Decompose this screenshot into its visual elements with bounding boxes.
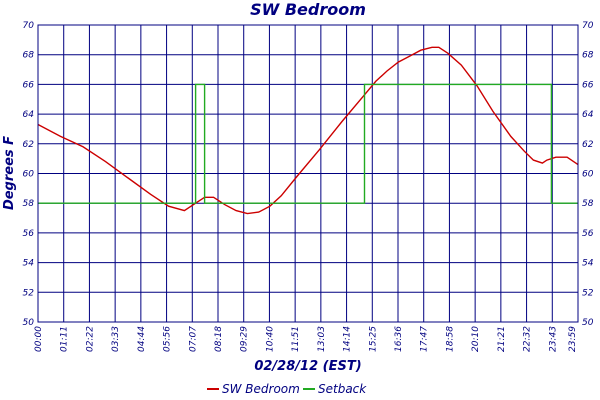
x-tick-label: 08:18: [214, 326, 224, 352]
x-tick-labels: 00:00 01:11 02:22 03:33 04:44 05:56 07:07 08:18…: [34, 326, 578, 352]
x-tick-label: 15:25: [368, 326, 378, 352]
y-tick-labels-left: 50 52 54 56 58 60 62 64 66 68 70: [23, 21, 35, 328]
y-tick-label-right: 56: [582, 229, 594, 239]
series-line-sw-bedroom: [37, 46, 579, 215]
x-tick-label: 20:10: [471, 326, 481, 352]
series-line-setback: [38, 83, 578, 204]
x-tick-label: 02:22: [85, 326, 95, 352]
legend-label: SW Bedroom: [222, 382, 300, 396]
x-tick-label: 01:11: [60, 326, 70, 352]
x-tick-label: 18:58: [445, 326, 455, 352]
y-tick-labels-right: 50 52 54 56 58 60 62 64 66 68 70: [582, 21, 594, 328]
grid: [38, 25, 578, 322]
legend: SW Bedroom Setback: [207, 382, 367, 396]
x-axis-title: 02/28/12 (EST): [254, 359, 361, 374]
y-tick-label-left: 60: [23, 170, 35, 180]
y-tick-label-right: 52: [582, 288, 594, 298]
y-tick-label-right: 50: [582, 318, 594, 328]
x-tick-label: 14:14: [343, 326, 353, 352]
x-tick-label: 07:07: [188, 326, 198, 352]
y-tick-label-left: 56: [23, 229, 35, 239]
x-tick-label: 23:43: [548, 326, 558, 352]
x-tick-label: 16:36: [394, 326, 404, 352]
chart-title: SW Bedroom: [250, 0, 366, 19]
y-tick-label-left: 54: [23, 259, 35, 269]
x-tick-label: 23:59: [568, 326, 578, 352]
y-tick-label-right: 54: [582, 259, 594, 269]
legend-label: Setback: [318, 382, 367, 396]
y-tick-label-left: 68: [23, 51, 35, 61]
series-layer: [37, 46, 579, 215]
y-tick-label-right: 60: [582, 170, 594, 180]
x-tick-label: 13:03: [317, 326, 327, 352]
x-tick-label: 11:51: [291, 326, 301, 352]
x-tick-label: 04:44: [137, 326, 147, 352]
x-tick-label: 03:33: [111, 326, 121, 352]
y-tick-label-left: 66: [23, 80, 35, 90]
x-tick-label: 22:32: [523, 326, 533, 352]
y-tick-label-left: 50: [23, 318, 35, 328]
y-axis-title: Degrees F: [2, 136, 17, 210]
y-tick-label-right: 62: [582, 140, 594, 150]
x-tick-label: 10:40: [265, 326, 275, 352]
y-tick-label-left: 62: [23, 140, 35, 150]
x-tick-label: 21:21: [497, 326, 507, 352]
x-tick-label: 00:00: [34, 326, 44, 352]
y-tick-label-right: 64: [582, 110, 594, 120]
plot-area: [37, 24, 579, 323]
y-tick-label-right: 70: [582, 21, 594, 31]
x-tick-label: 17:47: [420, 326, 430, 352]
y-tick-label-right: 58: [582, 199, 594, 209]
y-tick-label-left: 70: [23, 21, 35, 31]
y-tick-label-left: 58: [23, 199, 35, 209]
y-tick-label-left: 52: [23, 288, 35, 298]
y-tick-label-right: 68: [582, 51, 594, 61]
y-tick-label-left: 64: [23, 110, 35, 120]
x-tick-label: 09:29: [240, 326, 250, 352]
y-tick-label-right: 66: [582, 80, 594, 90]
x-tick-label: 05:56: [163, 326, 173, 352]
